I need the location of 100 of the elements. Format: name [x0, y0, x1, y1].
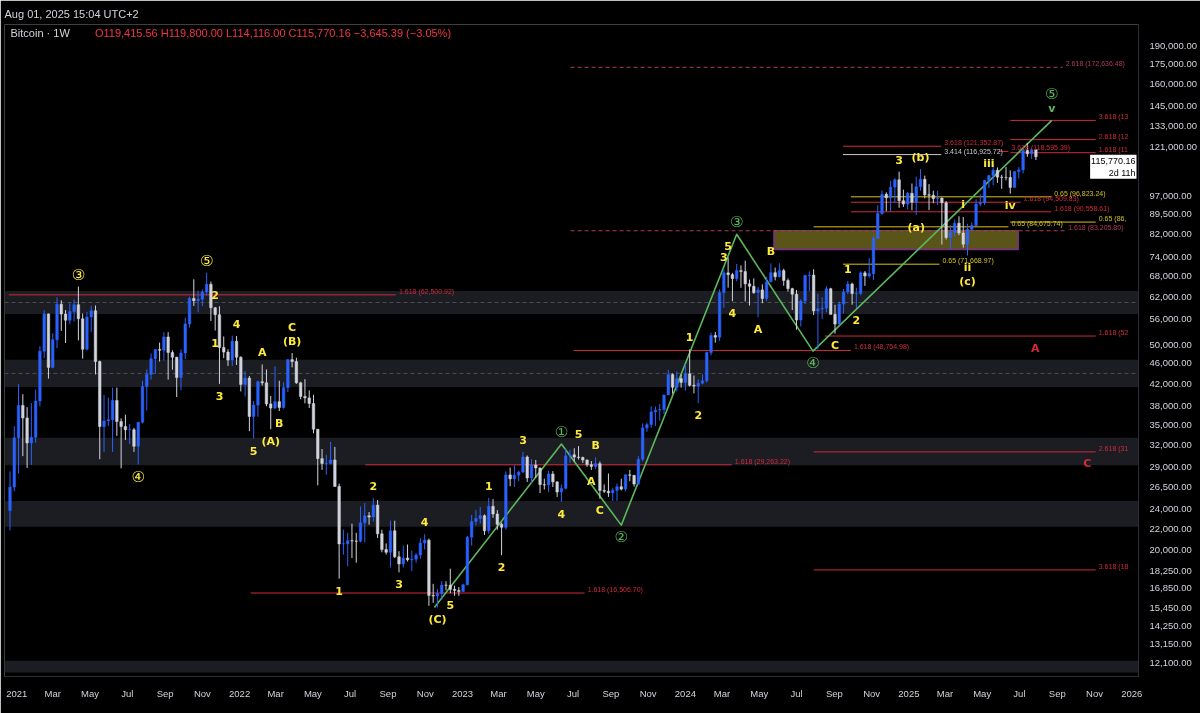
- x-tick-label: May: [750, 687, 769, 699]
- x-tick-label: Jul: [344, 687, 357, 699]
- annotation: ⑤: [199, 251, 214, 270]
- annotation: 1: [844, 262, 852, 276]
- annotation: ③: [71, 265, 86, 284]
- annotation: C: [595, 504, 604, 518]
- y-tick-label: 160,000.00: [1149, 78, 1198, 90]
- y-tick-label: 42,000.00: [1149, 377, 1192, 389]
- y-tick-label: 50,000.00: [1149, 338, 1192, 350]
- y-tick-label: 20,000.00: [1149, 544, 1192, 556]
- y-tick-label: 13,150.00: [1149, 637, 1192, 649]
- annotation: A: [257, 345, 267, 359]
- x-tick-label: Mar: [490, 687, 507, 699]
- annotation: 5: [574, 428, 583, 442]
- annotation: (B): [282, 334, 302, 348]
- annotation: 3: [895, 153, 903, 167]
- y-tick-label: 38,000.00: [1149, 400, 1192, 412]
- y-tick-label: 15,450.00: [1149, 601, 1192, 613]
- y-tick-label: 12,100.00: [1149, 656, 1192, 668]
- x-tick-label: Mar: [713, 687, 731, 699]
- annotation: 2: [694, 409, 703, 423]
- x-tick-label: 2021: [6, 687, 28, 699]
- annotation: A: [1031, 341, 1041, 355]
- x-tick-label: Sep: [1048, 687, 1066, 699]
- x-tick-label: Jul: [121, 687, 134, 699]
- annotation: 4: [420, 516, 429, 530]
- y-tick-label: 89,500.00: [1149, 208, 1192, 220]
- annotation: 1: [484, 479, 493, 493]
- annotation: 5: [724, 239, 732, 253]
- y-tick-label: 175,000.00: [1149, 58, 1198, 70]
- y-tick-label: 46,000.00: [1149, 357, 1192, 369]
- x-tick-label: May: [973, 687, 992, 699]
- x-tick-label: Jul: [566, 687, 580, 699]
- x-tick-label: 2023: [451, 687, 474, 699]
- annotation: (A): [261, 434, 281, 448]
- annotation: ①: [554, 423, 569, 442]
- annotation: ④: [131, 467, 145, 486]
- annotation: 5: [446, 599, 455, 613]
- x-tick-label: 2022: [229, 687, 251, 699]
- x-tick-label: 2025: [898, 687, 920, 699]
- annotation: iii: [983, 156, 995, 170]
- annotation: 2: [369, 480, 378, 494]
- x-tick-label: Nov: [863, 687, 881, 699]
- y-tick-label: 68,000.00: [1149, 269, 1192, 281]
- x-tick-label: May: [303, 687, 323, 699]
- y-tick-label: 32,000.00: [1149, 438, 1192, 450]
- y-tick-label: 145,000.00: [1149, 100, 1198, 112]
- y-tick-label: 24,000.00: [1149, 503, 1192, 515]
- annotation: 1: [685, 331, 694, 345]
- annotation: ③: [729, 213, 744, 232]
- x-tick-label: May: [81, 687, 100, 699]
- annotation: 3: [519, 433, 527, 447]
- x-tick-label: Nov: [193, 687, 212, 699]
- annotation: 1: [335, 584, 343, 598]
- x-tick-label: Mar: [936, 687, 954, 699]
- annotation: B: [766, 244, 776, 258]
- y-tick-label: 18,250.00: [1149, 564, 1192, 576]
- annotation: 1: [211, 336, 220, 350]
- annotation: iv: [1004, 199, 1017, 213]
- y-tick-label: 22,000.00: [1149, 522, 1192, 534]
- annotation: A: [753, 322, 763, 336]
- annotation: v: [1048, 101, 1057, 115]
- y-tick-label: 14,250.00: [1149, 619, 1192, 631]
- y-tick-label: 16,850.00: [1149, 582, 1192, 594]
- x-tick-label: 2026: [1121, 687, 1143, 699]
- annotation: ②: [614, 528, 628, 547]
- x-tick-label: Jul: [790, 687, 803, 699]
- annotation: (c): [959, 275, 976, 289]
- x-tick-label: May: [526, 687, 545, 699]
- y-tick-label: 26,500.00: [1149, 481, 1192, 492]
- annotation: 2: [497, 561, 506, 575]
- y-tick-label: 97,000.00: [1149, 190, 1192, 202]
- annotation: 3: [720, 251, 728, 265]
- annotation: 3: [215, 389, 224, 403]
- annotation: 4: [728, 307, 737, 321]
- y-tick-label: 29,000.00: [1149, 460, 1192, 472]
- chart-title: Bitcoin · 1W: [10, 26, 71, 39]
- x-tick-label: Sep: [156, 687, 174, 699]
- annotation: 5: [249, 444, 258, 458]
- annotation: B: [275, 416, 284, 430]
- x-tick-label: Nov: [639, 687, 657, 699]
- x-tick-label: 2024: [674, 687, 696, 699]
- annotation: C: [288, 320, 297, 334]
- annotation: (C): [428, 612, 447, 626]
- y-tick-label: 133,000.00: [1149, 119, 1198, 131]
- annotation: 2: [852, 313, 861, 327]
- x-tick-label: Sep: [379, 687, 397, 699]
- y-tick-label: 74,000.00: [1149, 251, 1192, 263]
- annotation: ④: [806, 354, 820, 373]
- text: Aug 01, 2025 15:04 UTC+2: [4, 7, 139, 20]
- x-tick-label: Sep: [825, 687, 843, 699]
- x-tick-label: Nov: [416, 687, 434, 699]
- annotation: ⑤: [1045, 85, 1059, 104]
- annotation: C: [1083, 457, 1092, 471]
- annotation: 3: [395, 578, 403, 592]
- annotation: B: [591, 438, 600, 452]
- y-tick-label: 56,000.00: [1149, 313, 1192, 325]
- annotation: i: [961, 198, 966, 212]
- annotation: 4: [557, 507, 566, 521]
- y-tick-label: 121,000.00: [1149, 140, 1198, 152]
